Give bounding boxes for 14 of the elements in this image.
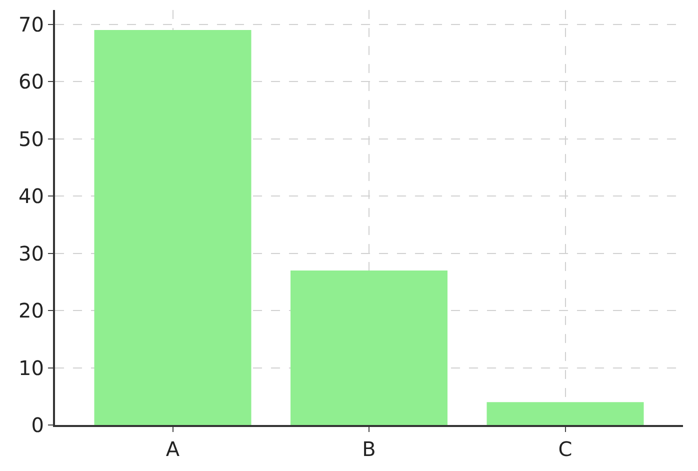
- y-tick-label: 70: [18, 12, 44, 36]
- y-tick-label: 50: [18, 126, 44, 151]
- y-tick-label: 60: [18, 70, 44, 94]
- bar: [94, 30, 252, 425]
- bar: [290, 270, 448, 425]
- bar: [486, 402, 644, 425]
- y-tick-label: 40: [18, 184, 44, 208]
- y-tick-label: 30: [18, 241, 44, 266]
- y-tick-label: 10: [18, 356, 44, 380]
- y-tick-label: 20: [18, 298, 44, 323]
- x-tick-label: C: [558, 437, 572, 461]
- y-tick-label: 0: [31, 413, 44, 437]
- x-tick-label: A: [166, 437, 180, 461]
- x-tick-label: B: [362, 437, 376, 461]
